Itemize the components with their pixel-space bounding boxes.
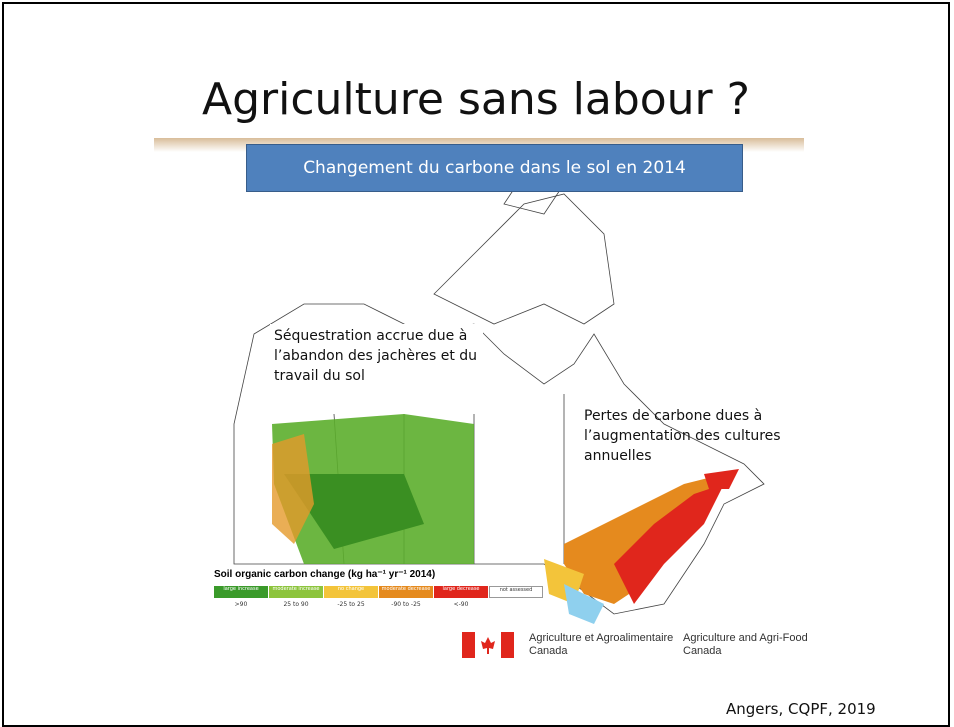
logo-text-en: Agriculture and Agri-Food Canada bbox=[683, 632, 808, 657]
legend-range: -90 to -25 bbox=[391, 601, 421, 608]
legend-range: <-90 bbox=[453, 601, 469, 608]
subtitle-box: Changement du carbone dans le sol en 201… bbox=[246, 144, 743, 192]
legend-range: 25 to 90 bbox=[283, 601, 309, 608]
title: Agriculture sans labour ? bbox=[201, 74, 750, 125]
legend-item: large decrease <-90 bbox=[434, 586, 488, 608]
legend-swatch: large increase bbox=[214, 586, 268, 598]
legend-title: Soil organic carbon change (kg ha⁻¹ yr⁻¹… bbox=[214, 569, 436, 580]
legend-swatch: not assessed bbox=[489, 586, 543, 598]
legend-swatch: large decrease bbox=[434, 586, 488, 598]
legend-range: -25 to 25 bbox=[337, 601, 365, 608]
legend-swatch: moderate decrease bbox=[379, 586, 433, 598]
legend: large increase >90 moderate increase 25 to … bbox=[214, 586, 544, 608]
legend-item: moderate increase 25 to 90 bbox=[269, 586, 323, 608]
map bbox=[233, 173, 765, 624]
legend-item: not assessed bbox=[489, 586, 543, 608]
legend-swatch: no change bbox=[324, 586, 378, 598]
legend-item: no change -25 to 25 bbox=[324, 586, 378, 608]
footer: Angers, CQPF, 2019 bbox=[726, 700, 876, 718]
legend-item: moderate decrease -90 to -25 bbox=[379, 586, 433, 608]
annotation: Séquestration accrue due à l’abandon des… bbox=[270, 324, 483, 388]
logo-text-fr: Agriculture et Agroalimentaire Canada bbox=[529, 632, 674, 657]
annotation: Pertes de carbone dues à l’augmentation … bbox=[584, 408, 781, 464]
legend-swatch: moderate increase bbox=[269, 586, 323, 598]
legend-item: large increase >90 bbox=[214, 586, 268, 608]
legend-range: >90 bbox=[234, 601, 248, 608]
canada-flag bbox=[462, 632, 514, 658]
